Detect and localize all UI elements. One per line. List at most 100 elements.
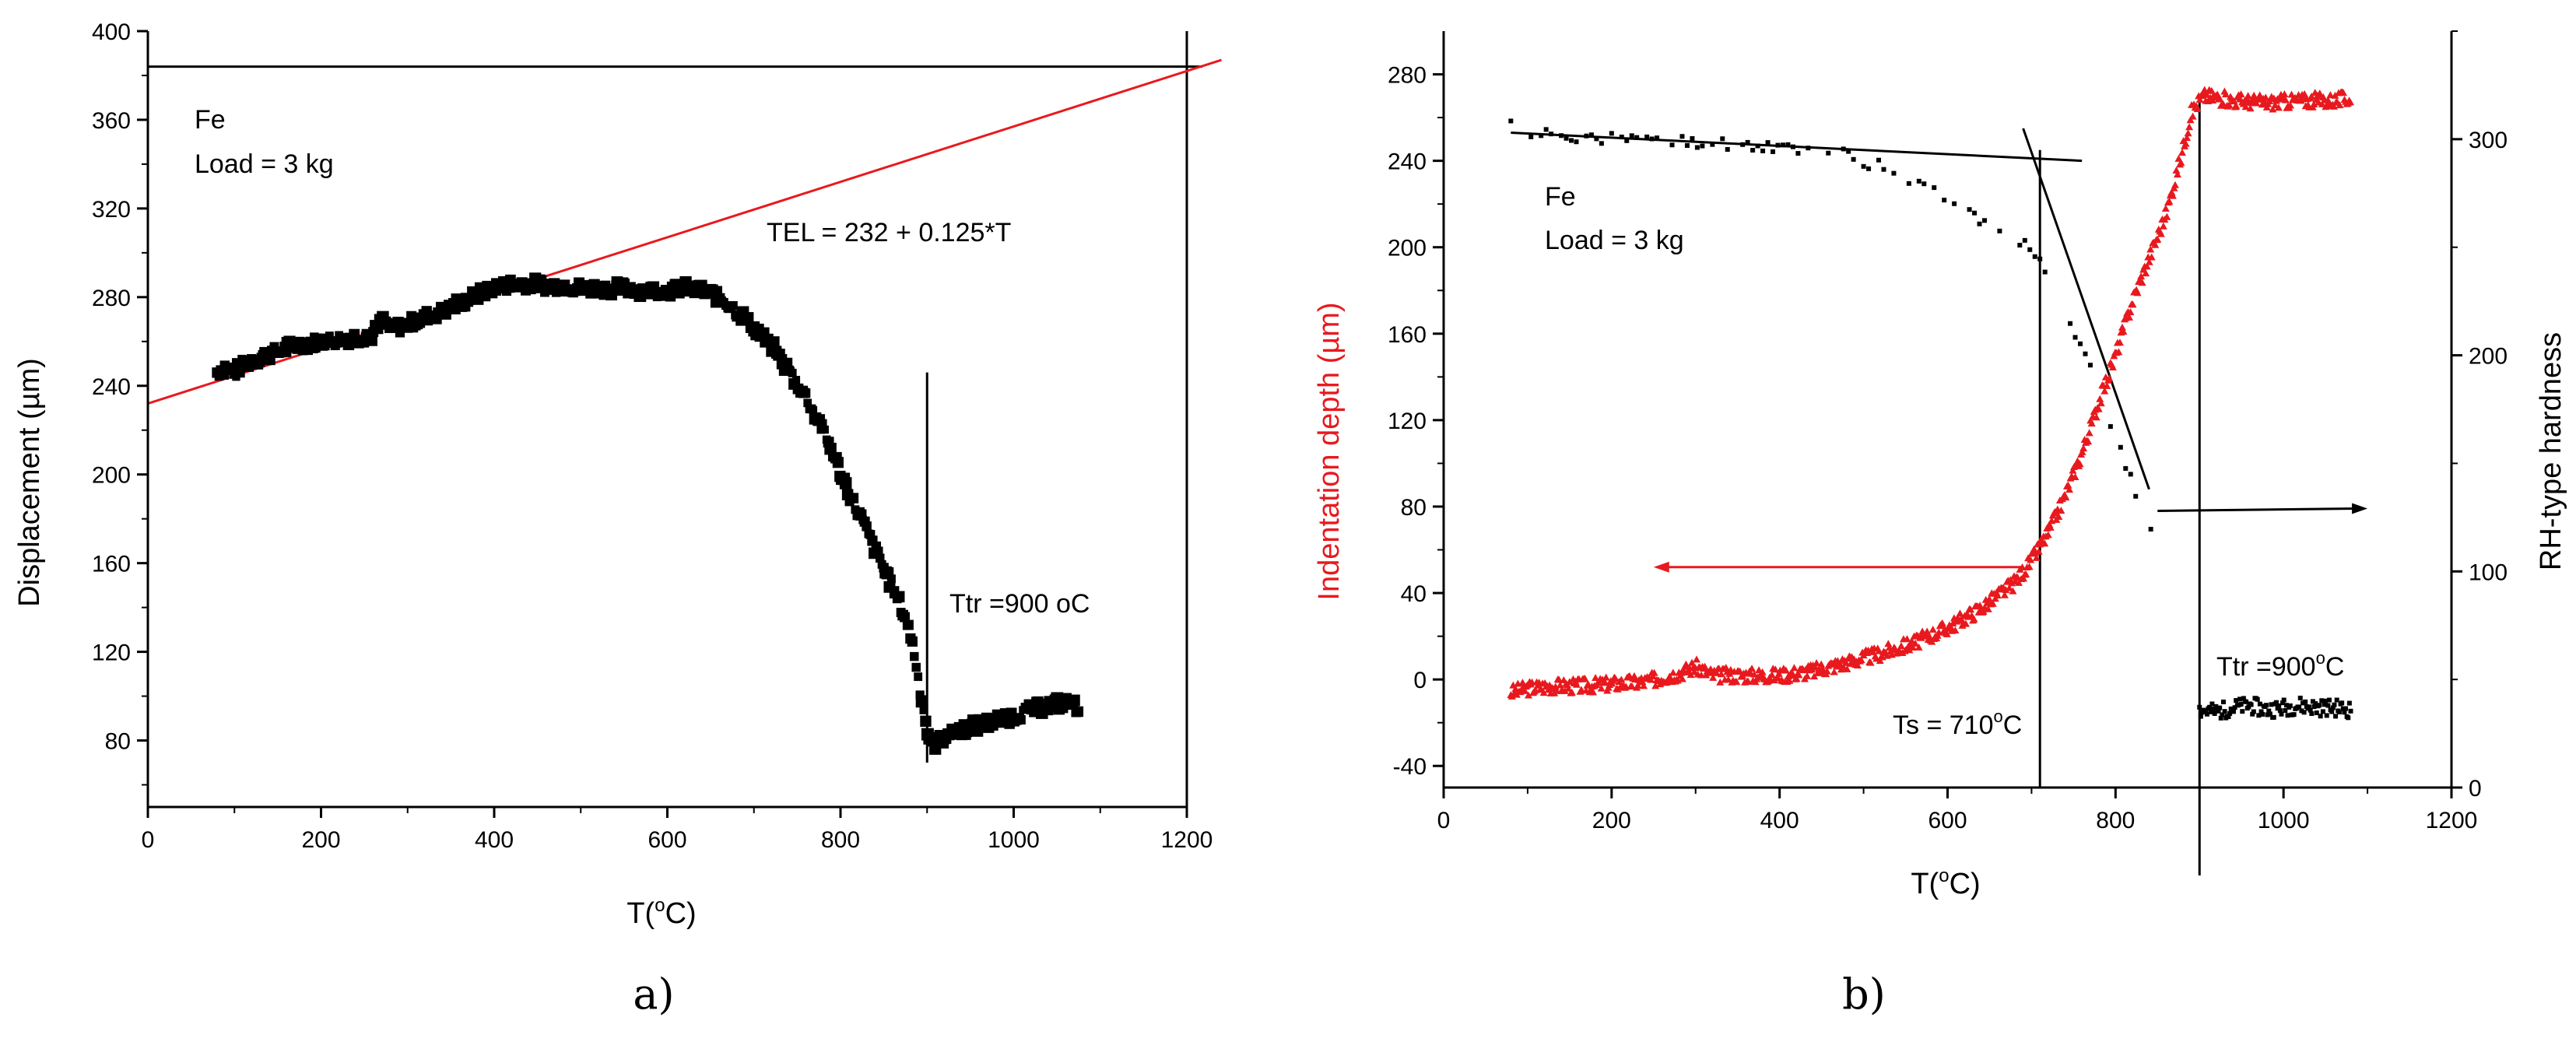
indentation-point <box>2022 570 2030 577</box>
indentation-point <box>1836 660 1844 668</box>
indentation-point <box>2108 363 2117 371</box>
indentation-point <box>1565 678 1574 686</box>
indentation-point <box>2310 100 2318 108</box>
hardness-point <box>2211 707 2216 712</box>
series-arrows <box>1653 503 2368 573</box>
y-tick-label: 400 <box>92 19 131 45</box>
indentation-point <box>2146 245 2155 253</box>
indentation-point <box>2032 553 2041 561</box>
indentation-point <box>1993 591 2002 599</box>
hardness-point <box>1508 118 1514 124</box>
indentation-point <box>2085 429 2093 437</box>
hardness-point <box>2123 465 2129 471</box>
hardness-point <box>2265 712 2270 717</box>
indentation-point <box>1732 678 1741 686</box>
data-point <box>865 530 876 539</box>
hardness-point <box>1594 136 1599 142</box>
hardness-point <box>2319 698 2325 703</box>
data-point <box>647 291 656 300</box>
hardness-point <box>2280 700 2286 706</box>
hardness-point <box>2217 705 2223 710</box>
data-point <box>891 586 900 595</box>
hardness-point <box>2283 703 2289 708</box>
axes <box>1433 30 2462 798</box>
indentation-point <box>1617 675 1626 683</box>
hardness-trend-line-drop <box>2022 128 2150 490</box>
indentation-points <box>1507 86 2355 700</box>
indentation-point <box>1748 665 1757 672</box>
indentation-point <box>1949 619 1957 626</box>
indentation-point <box>1539 689 1548 696</box>
hardness-point <box>2340 706 2346 711</box>
indentation-point <box>1813 659 1821 667</box>
indentation-point <box>2046 523 2055 531</box>
indentation-point <box>2142 269 2150 277</box>
indentation-point <box>1884 640 1893 647</box>
indentation-point <box>2105 374 2114 382</box>
data-point <box>893 591 905 603</box>
hardness-point <box>1795 151 1801 156</box>
hardness-point <box>2237 696 2243 702</box>
indentation-point <box>1602 673 1610 681</box>
data-point <box>555 287 565 296</box>
indentation-point <box>1640 682 1648 689</box>
indentation-point <box>1521 686 1529 694</box>
x-tick-label: 1000 <box>2258 808 2310 833</box>
indentation-point <box>2216 95 2224 103</box>
indentation-point <box>2252 99 2261 107</box>
hardness-point <box>2329 709 2335 714</box>
indentation-point <box>2020 574 2028 582</box>
hardness-point <box>1972 210 1978 216</box>
y-tick-label: 200 <box>1388 236 1427 261</box>
indentation-point <box>2151 240 2160 248</box>
hardness-point <box>2197 704 2202 710</box>
hardness-point <box>2283 707 2288 713</box>
hardness-point <box>1679 134 1685 139</box>
hardness-point <box>1745 139 1750 145</box>
data-point <box>903 619 914 630</box>
hardness-point <box>2277 708 2283 714</box>
indentation-point <box>2125 313 2134 321</box>
data-point <box>900 612 911 623</box>
indentation-point <box>1857 656 1865 664</box>
y-axis-label-right: RH-type hardness <box>2535 332 2567 570</box>
indentation-point <box>2115 339 2124 346</box>
data-point <box>1068 694 1080 707</box>
hardness-point <box>1690 136 1695 142</box>
hardness-point <box>2348 708 2353 714</box>
hardness-point <box>2325 703 2331 708</box>
indentation-point <box>2015 578 2023 586</box>
indentation-point <box>2005 584 2013 591</box>
indentation-point <box>1970 615 1978 623</box>
tick-labels: 0 200 400 600 800 1000 1200 80 120 160 200 240 280 32… <box>92 19 1213 853</box>
hardness-point <box>2257 701 2262 707</box>
indentation-point <box>1905 646 1914 654</box>
hardness-point <box>1649 136 1655 142</box>
hardness-point <box>2281 697 2286 703</box>
hardness-point <box>2078 341 2083 346</box>
hardness-point <box>2301 710 2307 715</box>
indentation-point <box>1581 675 1589 682</box>
hardness-point <box>2334 697 2339 703</box>
hardness-point <box>1906 181 1911 186</box>
data-point <box>809 405 818 414</box>
data-point <box>914 672 923 682</box>
data-point <box>1016 714 1026 724</box>
indentation-point <box>2025 563 2034 570</box>
indentation-point <box>2168 191 2177 199</box>
indentation-point <box>2100 387 2109 395</box>
hardness-point <box>2087 363 2093 368</box>
hardness-point <box>2203 709 2209 714</box>
hardness-point <box>2208 709 2213 714</box>
indentation-point <box>2065 486 2073 493</box>
indentation-point <box>2308 93 2316 100</box>
indentation-point <box>1956 609 1964 617</box>
hardness-point <box>2213 703 2219 709</box>
y-tick-label: 40 <box>1401 581 1427 607</box>
indentation-point <box>2159 222 2167 230</box>
y-tick-label: 240 <box>1388 149 1427 175</box>
data-point <box>694 288 704 297</box>
y-tick-label: 280 <box>1388 63 1427 89</box>
hardness-point <box>2330 705 2336 710</box>
indentation-point <box>2041 539 2049 547</box>
